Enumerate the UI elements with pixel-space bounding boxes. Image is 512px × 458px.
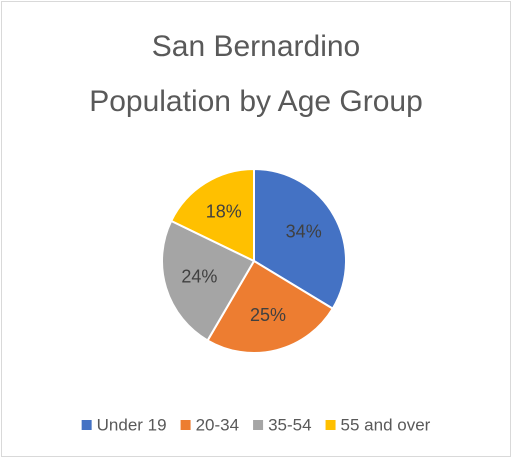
- legend-label: 35-54: [268, 415, 311, 434]
- data-label: 18%: [206, 201, 242, 221]
- legend-label: 55 and over: [341, 415, 431, 434]
- legend-swatch: [253, 420, 264, 430]
- legend-label: Under 19: [97, 415, 167, 434]
- data-label: 25%: [250, 305, 286, 325]
- legend-label: 20-34: [196, 415, 239, 434]
- data-label: 34%: [286, 222, 322, 242]
- pie-slice: [169, 167, 255, 263]
- legend-swatch: [325, 420, 336, 430]
- data-label: 24%: [181, 266, 217, 286]
- legend-swatch: [81, 420, 92, 430]
- pie-slice: [206, 259, 335, 354]
- chart-title: San Bernardino: [152, 30, 360, 63]
- chart-title: Population by Age Group: [89, 85, 423, 118]
- legend-swatch: [180, 420, 191, 430]
- pie-slice: [253, 167, 347, 311]
